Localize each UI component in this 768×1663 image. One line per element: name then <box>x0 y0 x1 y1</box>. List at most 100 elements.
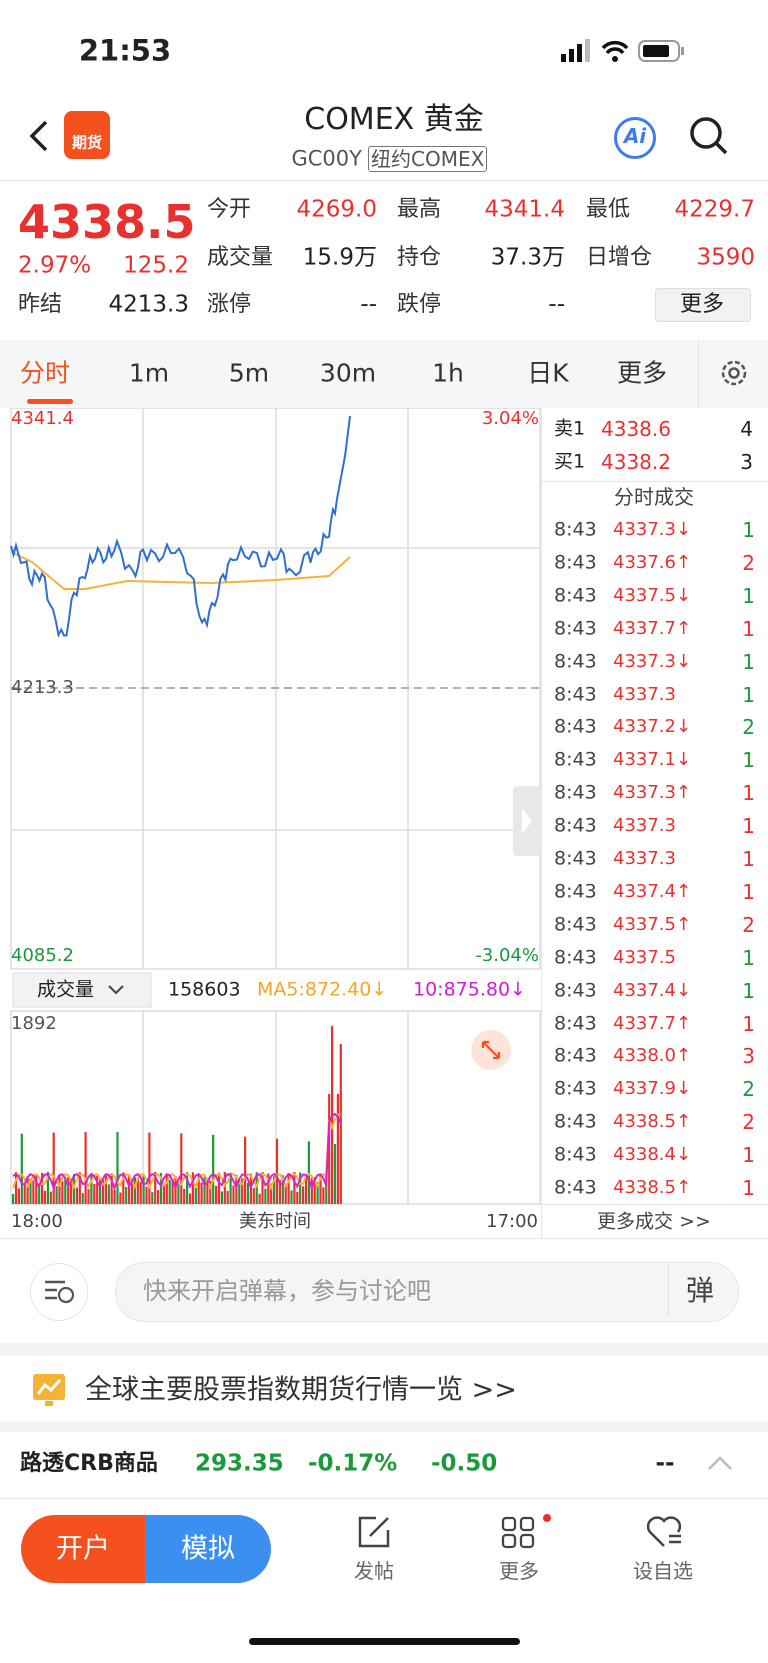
danmu-toggle[interactable] <box>30 1263 88 1321</box>
trade-price: 4337.7↑ <box>613 1012 692 1034</box>
nav-label[interactable]: 设自选 <box>633 1559 693 1583</box>
trade-time: 8:43 <box>554 979 597 1002</box>
trade-price: 4337.6↑ <box>613 551 692 573</box>
volume-bar <box>290 1190 293 1204</box>
volume-bar <box>104 1175 107 1204</box>
volume-bar <box>148 1132 151 1204</box>
trade-price: 4337.4↑ <box>613 880 692 902</box>
comment-placeholder: 快来开启弹幕，参与讨论吧 <box>143 1277 431 1305</box>
volume-bar <box>188 1193 192 1204</box>
tab[interactable]: 日K <box>527 358 569 388</box>
buy-price: 4338.2 <box>601 450 671 474</box>
volume-bar <box>328 1094 331 1204</box>
trades-title: 分时成交 <box>614 485 694 509</box>
ai-button[interactable] <box>614 117 656 159</box>
divider <box>0 180 768 181</box>
trade-qty: 1 <box>742 879 755 904</box>
volume-bar <box>281 1175 284 1204</box>
trade-time: 8:43 <box>554 650 597 673</box>
volume-bar <box>307 1141 310 1204</box>
trade-qty: 1 <box>742 748 755 773</box>
trade-time: 8:43 <box>554 1143 597 1166</box>
volume-bar <box>162 1184 165 1204</box>
trade-price: 4338.4↓ <box>613 1144 692 1166</box>
volume-bar <box>197 1173 200 1204</box>
tab[interactable]: 1m <box>128 358 170 388</box>
tab[interactable]: 30m <box>319 358 377 388</box>
volume-bar <box>194 1187 197 1204</box>
grid <box>10 408 541 1205</box>
volume-bar <box>275 1138 279 1204</box>
nav-label[interactable]: 更多 <box>499 1559 539 1583</box>
divider <box>0 1498 768 1499</box>
comment-input[interactable] <box>115 1262 739 1322</box>
more-trades[interactable]: 更多成交 >> <box>597 1210 711 1233</box>
volume-bar <box>287 1172 290 1204</box>
volume-selector[interactable] <box>12 972 152 1008</box>
average-line <box>10 551 351 590</box>
separator <box>0 1343 768 1356</box>
volume-bar <box>136 1177 139 1204</box>
volume-bar <box>322 1187 325 1204</box>
open-account-button[interactable] <box>21 1515 145 1583</box>
search-button[interactable] <box>688 115 730 157</box>
volume-bar <box>264 1188 267 1204</box>
volume-bar <box>165 1175 168 1204</box>
volume-bar <box>232 1185 235 1204</box>
last-price: 4338.5 <box>18 195 196 249</box>
exchange-tag: 纽约COMEX <box>368 146 488 172</box>
volume-bar <box>133 1177 136 1204</box>
trade-qty: 2 <box>742 1110 755 1135</box>
ma5-value: MA5:872.40↓ <box>257 978 388 1001</box>
volume-bar <box>93 1183 96 1204</box>
danmu-button[interactable]: 弹 <box>685 1274 715 1307</box>
trade-price: 4337.3 <box>613 815 676 837</box>
volume-bar <box>302 1186 305 1204</box>
volume-bar <box>107 1184 110 1204</box>
ticker-change: -0.50 <box>431 1450 498 1477</box>
trade-qty: 1 <box>742 682 755 707</box>
trade-time: 8:43 <box>554 946 597 969</box>
trade-time: 8:43 <box>554 584 597 607</box>
divider <box>668 1266 669 1316</box>
more-button[interactable] <box>655 288 751 322</box>
field-label: 最低 <box>586 197 631 222</box>
ticker-name: 路透CRB商品 <box>20 1451 158 1476</box>
field-label: 成交量 <box>207 245 274 270</box>
volume-bar <box>64 1177 67 1204</box>
trade-time: 8:43 <box>554 617 597 640</box>
volume-bar <box>209 1180 212 1204</box>
trade-qty: 1 <box>742 649 755 674</box>
back-button[interactable] <box>24 118 54 154</box>
field-label: 持仓 <box>397 245 442 270</box>
tab[interactable]: 分时 <box>19 358 71 388</box>
ai-label: Ai <box>623 124 647 148</box>
settings-button[interactable] <box>718 357 750 389</box>
status-icons <box>561 39 684 62</box>
trade-qty: 1 <box>742 945 755 970</box>
y-ref-price: 4213.3 <box>11 677 74 698</box>
volume-bar <box>151 1192 154 1204</box>
volume-bar <box>180 1133 183 1204</box>
simulate-button[interactable] <box>145 1515 271 1583</box>
volume-bar <box>223 1172 226 1204</box>
trade-qty: 2 <box>742 715 755 740</box>
nav-label[interactable]: 发帖 <box>354 1559 394 1583</box>
y-top-pct: 3.04% <box>481 408 539 429</box>
open-account-label: 开户 <box>56 1533 110 1565</box>
volume-bar <box>336 1094 339 1204</box>
expand-ticker[interactable] <box>706 1454 734 1472</box>
volume-bar <box>84 1132 87 1204</box>
tab[interactable]: 5m <box>228 358 270 388</box>
tab[interactable]: 更多 <box>616 358 668 388</box>
trade-price: 4337.2↓ <box>613 716 692 738</box>
trade-time: 8:43 <box>554 1176 597 1199</box>
volume-bar <box>177 1183 180 1204</box>
banner-link[interactable]: 全球主要股票指数期货行情一览 >> <box>85 1374 517 1406</box>
trade-price: 4337.7↑ <box>613 617 692 639</box>
field-label: 跌停 <box>397 292 442 317</box>
intraday-chart <box>10 408 541 1205</box>
tab[interactable]: 1h <box>432 358 464 388</box>
volume-bar <box>333 1144 337 1204</box>
divider <box>0 1238 768 1239</box>
